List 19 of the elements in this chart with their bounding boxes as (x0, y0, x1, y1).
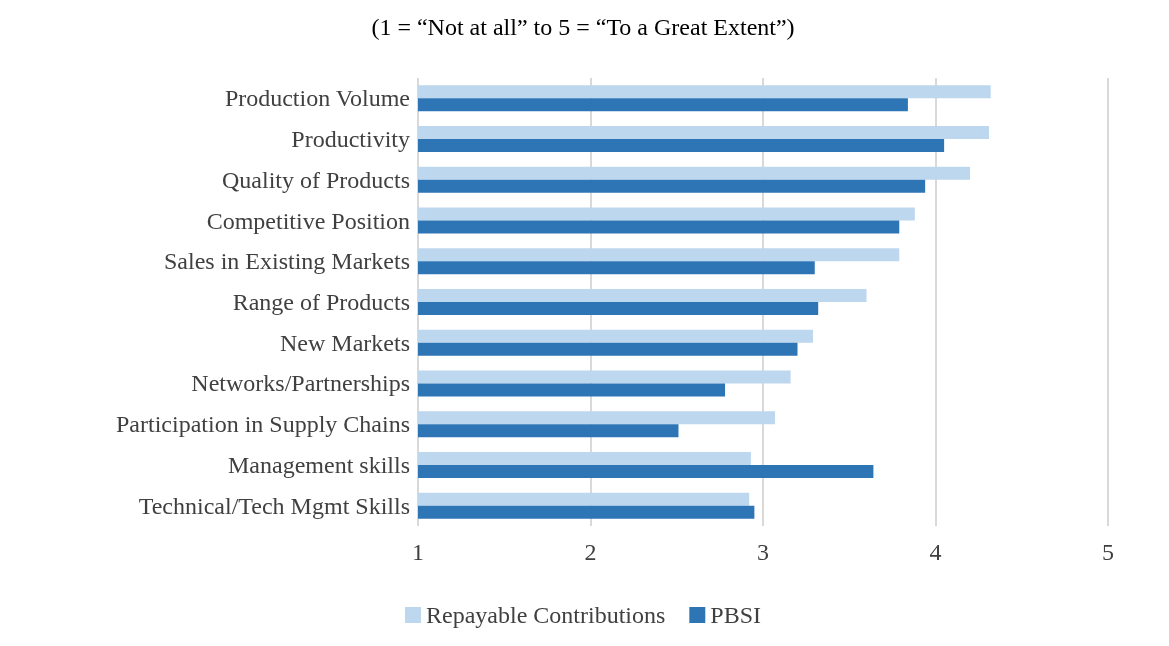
y-tick-label: Quality of Products (222, 166, 410, 193)
y-tick-label: Participation in Supply Chains (116, 411, 410, 438)
y-tick-label: Competitive Position (206, 207, 410, 234)
y-tick-label: Technical/Tech Mgmt Skills (138, 492, 410, 519)
x-tick-label: 5 (1102, 539, 1114, 565)
x-tick-label: 4 (929, 539, 942, 565)
y-tick-label: New Markets (280, 329, 410, 356)
y-tick-label: Management skills (228, 451, 410, 478)
y-tick-label: Networks/Partnerships (191, 370, 410, 397)
y-tick-label: Productivity (291, 126, 410, 153)
x-tick-label: 3 (757, 539, 769, 565)
x-tick-label: 1 (412, 539, 424, 565)
legend-label: Repayable Contributions (426, 602, 666, 628)
chart-title: (1 = “Not at all” to 5 = “To a Great Extent”) (371, 14, 795, 40)
legend-label: PBSI (710, 602, 761, 628)
y-tick-label: Sales in Existing Markets (164, 248, 410, 275)
y-tick-label: Production Volume (224, 85, 410, 112)
x-tick-label: 2 (584, 539, 597, 565)
y-tick-label: Range of Products (232, 289, 410, 315)
